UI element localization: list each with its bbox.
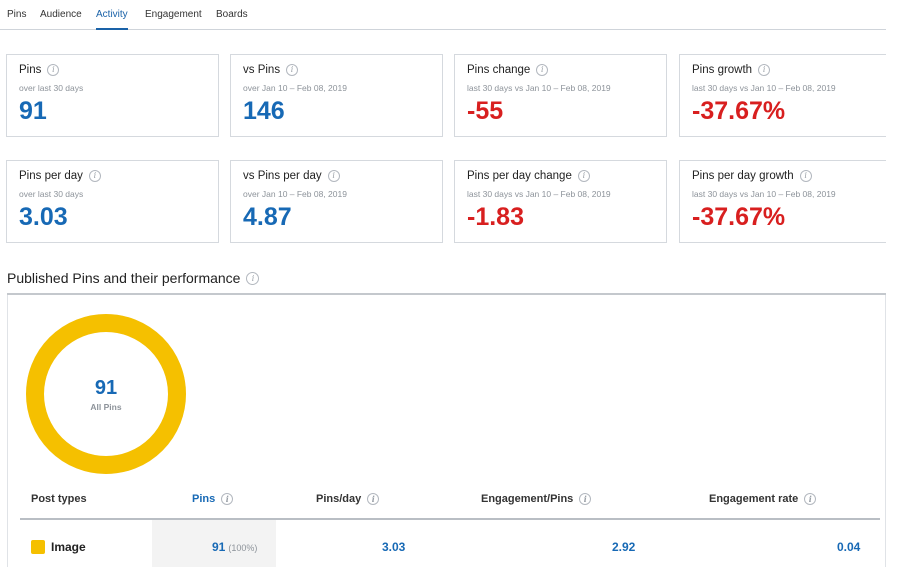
tab-audience[interactable]: Audience	[40, 9, 82, 20]
card-value: -1.83	[467, 203, 524, 231]
donut-center-label: All Pins	[90, 402, 122, 412]
col-label: Pins	[192, 493, 216, 505]
info-icon[interactable]: i	[327, 170, 340, 182]
info-icon[interactable]: i	[246, 271, 260, 285]
card-title: Pins	[19, 64, 42, 76]
card-title: Pins growth	[692, 64, 753, 76]
card-value: 91	[19, 97, 47, 125]
row-engagement-pins: 2.92	[612, 540, 636, 554]
col-post-types[interactable]: Post types	[31, 493, 87, 505]
row-type: Image	[51, 540, 86, 554]
card-subtitle: over last 30 days	[19, 189, 84, 199]
card-value: 146	[243, 97, 285, 125]
info-icon[interactable]: i	[221, 493, 234, 505]
card-pins-per-day-change: Pins per day change i last 30 days vs Jan…	[454, 160, 667, 243]
tab-engagement[interactable]: Engagement	[145, 9, 202, 20]
card-pins-growth: Pins growth i last 30 days vs Jan 10 – Fe…	[679, 54, 886, 137]
info-icon[interactable]: i	[799, 170, 812, 182]
row-pins: 91 (100%)	[212, 540, 257, 554]
card-vs-pins-per-day: vs Pins per day i over Jan 10 – Feb 08, 2…	[230, 160, 443, 243]
tab-bar: Pins Audience Activity Engagement Boards	[0, 0, 886, 30]
card-title: Pins per day	[19, 170, 83, 182]
card-subtitle: over last 30 days	[19, 83, 84, 93]
donut-center-value: 91	[94, 377, 118, 399]
col-pins[interactable]: Pins i	[192, 493, 234, 505]
table-cell-highlight	[152, 520, 276, 567]
col-label: Post types	[31, 493, 87, 505]
card-subtitle: last 30 days vs Jan 10 – Feb 08, 2019	[467, 189, 611, 199]
card-vs-pins: vs Pins i over Jan 10 – Feb 08, 2019 146	[230, 54, 443, 137]
section-title: Published Pins and their performance	[7, 270, 241, 286]
card-value: 4.87	[243, 203, 292, 231]
col-engagement-rate[interactable]: Engagement rate i	[709, 493, 817, 505]
tab-boards[interactable]: Boards	[216, 9, 248, 20]
info-icon[interactable]: i	[88, 170, 101, 182]
card-subtitle: last 30 days vs Jan 10 – Feb 08, 2019	[467, 83, 611, 93]
card-pins-per-day: Pins per day i over last 30 days 3.03	[6, 160, 219, 243]
info-icon[interactable]: i	[804, 493, 817, 505]
card-value: -55	[467, 97, 504, 125]
card-subtitle: last 30 days vs Jan 10 – Feb 08, 2019	[692, 189, 836, 199]
card-title: Pins per day growth	[692, 170, 794, 182]
col-label: Engagement/Pins	[481, 493, 574, 505]
card-value: -37.67%	[692, 203, 786, 231]
card-title: vs Pins per day	[243, 170, 322, 182]
col-pins-day[interactable]: Pins/day i	[316, 493, 380, 505]
info-icon[interactable]: i	[286, 64, 299, 76]
donut-slice-image[interactable]	[26, 314, 186, 474]
card-subtitle: over Jan 10 – Feb 08, 2019	[243, 83, 347, 93]
card-pins-per-day-growth: Pins per day growth i last 30 days vs Jan…	[679, 160, 886, 243]
col-engagement-pins[interactable]: Engagement/Pins i	[481, 493, 592, 505]
card-subtitle: over Jan 10 – Feb 08, 2019	[243, 189, 347, 199]
card-subtitle: last 30 days vs Jan 10 – Feb 08, 2019	[692, 83, 836, 93]
donut-chart[interactable]	[26, 314, 186, 474]
tab-pins[interactable]: Pins	[7, 9, 27, 20]
card-pins: Pins i over last 30 days 91	[6, 54, 219, 137]
card-value: 3.03	[19, 203, 68, 231]
card-value: -37.67%	[692, 97, 786, 125]
info-icon[interactable]: i	[758, 64, 771, 76]
section-divider	[7, 293, 886, 295]
card-title: Pins change	[467, 64, 531, 76]
col-label: Pins/day	[316, 493, 362, 505]
info-icon[interactable]: i	[579, 493, 592, 505]
info-icon[interactable]: i	[577, 170, 590, 182]
row-pins-value: 91	[212, 540, 226, 554]
info-icon[interactable]: i	[367, 493, 380, 505]
col-label: Engagement rate	[709, 493, 799, 505]
card-pins-change: Pins change i last 30 days vs Jan 10 – Fe…	[454, 54, 667, 137]
row-engagement-rate: 0.04	[837, 540, 861, 554]
performance-panel	[7, 295, 886, 567]
table-header-divider	[20, 518, 880, 520]
tab-activity[interactable]: Activity	[96, 9, 128, 30]
row-pins-day: 3.03	[382, 540, 406, 554]
legend-swatch-image	[31, 540, 45, 554]
card-title: vs Pins	[243, 64, 281, 76]
row-pins-percent: (100%)	[228, 543, 258, 553]
info-icon[interactable]: i	[536, 64, 549, 76]
info-icon[interactable]: i	[47, 64, 60, 76]
card-title: Pins per day change	[467, 170, 572, 182]
